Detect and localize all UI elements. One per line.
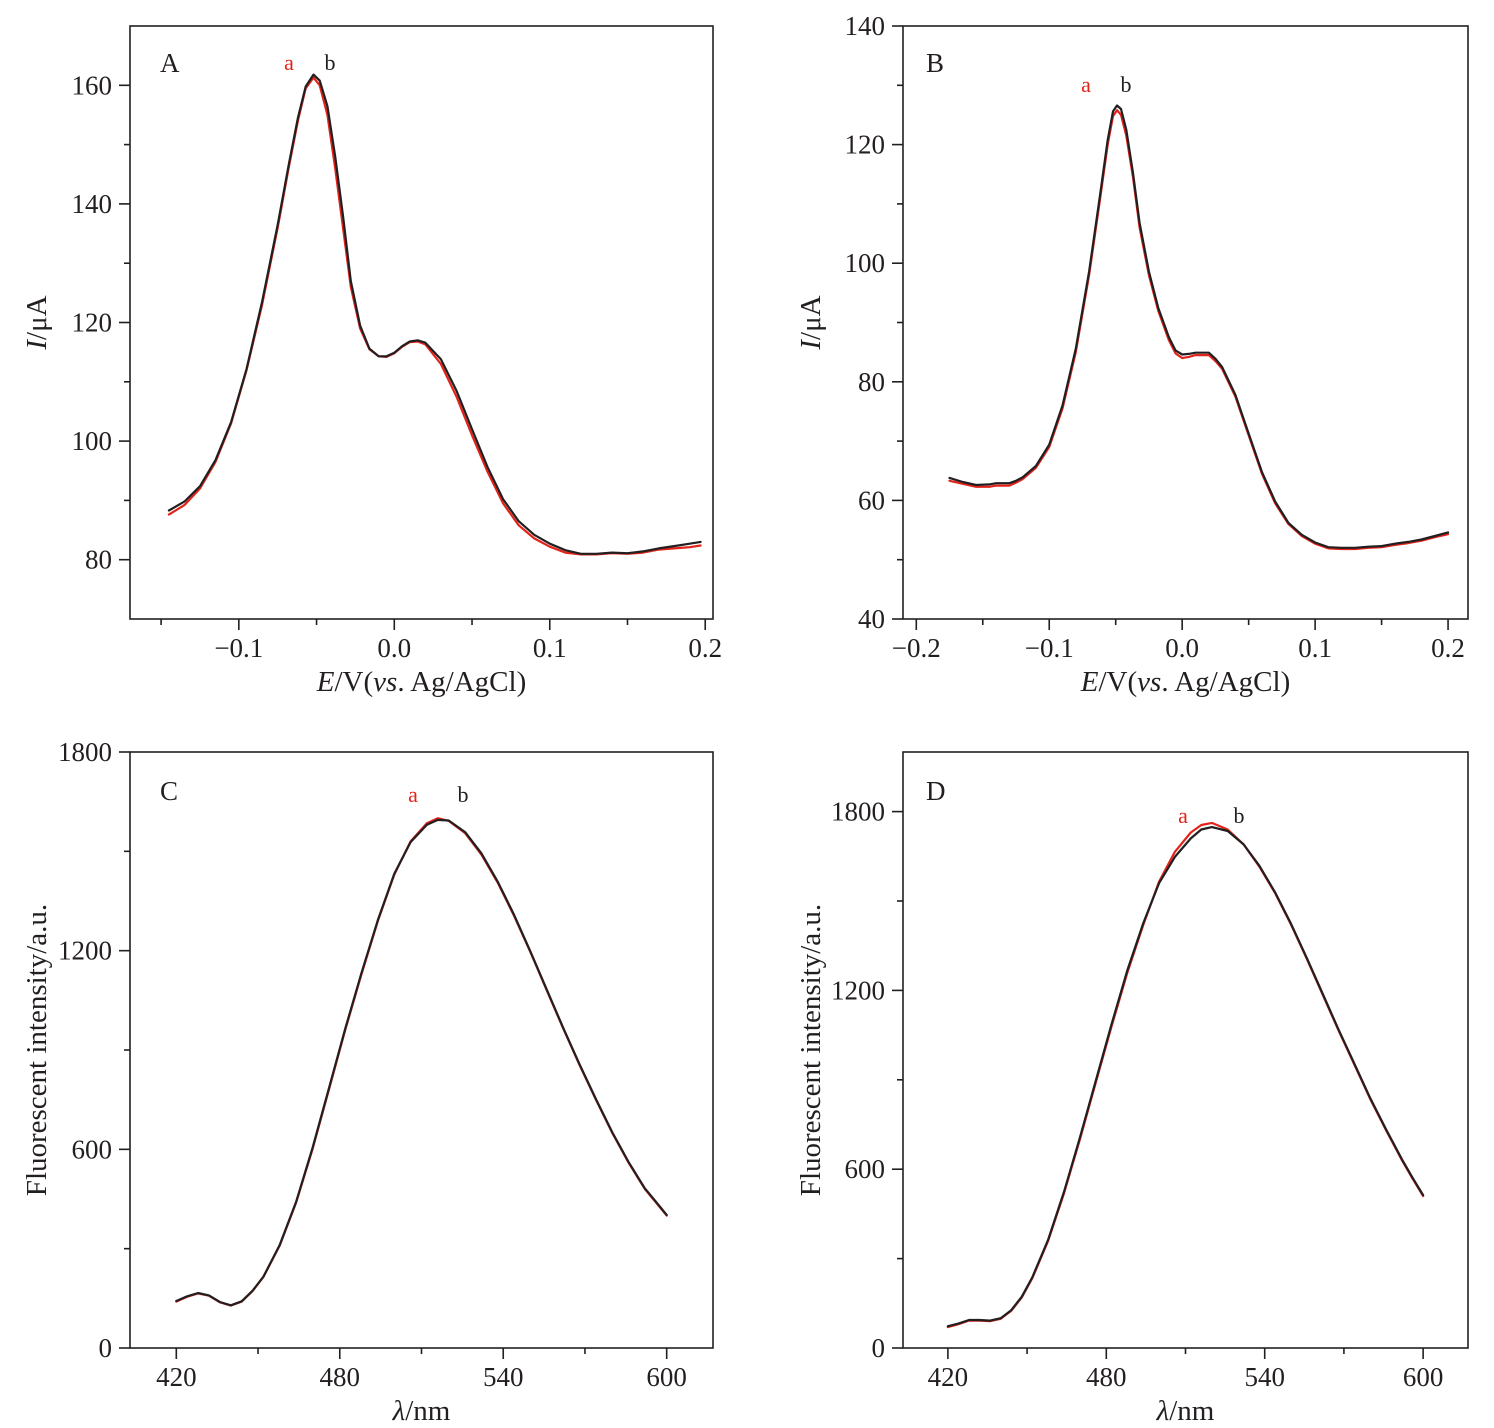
x-tick-label: 540	[1244, 1362, 1285, 1392]
x-tick-label: 420	[156, 1362, 197, 1392]
y-tick-label: 0	[99, 1333, 113, 1363]
x-tick-label: −0.1	[1025, 633, 1074, 663]
panel-letter: B	[926, 48, 944, 78]
panel-b: −0.2 −0.1 0.0 0.1 0.2 40 60 80 100 120 140 E/V(vs. …	[795, 11, 1469, 698]
y-tick-label: 1200	[58, 936, 112, 966]
panel-letter: D	[926, 776, 946, 806]
series-a-line	[948, 109, 1450, 551]
panel-a: −0.1 0.0 0.1 0.2 80 100 120 140 160 E/V(vs. Ag/Ag…	[21, 25, 722, 698]
series-b-line	[946, 826, 1425, 1328]
x-tick-label: 540	[483, 1362, 524, 1392]
series-b-label: b	[458, 782, 469, 807]
panel-d: 420 480 540 600 0 600 1200 1800 λ/nm Fluorescent …	[795, 751, 1469, 1427]
panel-c: 420 480 540 600 0 600 1200 1800 λ/nm Fluorescent …	[21, 737, 714, 1427]
y-axis-title: I/μA	[21, 295, 53, 350]
series-b-label: b	[1121, 72, 1132, 97]
y-tick-label: 40	[858, 604, 885, 634]
series-a-label: a	[284, 50, 294, 75]
y-axis-title: Fluorescent intensity/a.u.	[21, 904, 53, 1196]
panel-letter: C	[160, 776, 178, 806]
x-tick-label: 0.0	[377, 633, 411, 663]
series-b-label: b	[325, 50, 336, 75]
x-tick-label: 0.0	[1165, 633, 1199, 663]
x-axis-title: λ/nm	[1156, 1395, 1215, 1427]
x-tick-label: −0.2	[892, 633, 941, 663]
series-a-label: a	[1081, 72, 1091, 97]
y-tick-label: 1200	[831, 975, 885, 1005]
series-a-line	[175, 817, 668, 1307]
series-b-line	[167, 73, 702, 555]
x-tick-label: 0.2	[688, 633, 722, 663]
y-tick-label: 100	[72, 426, 113, 456]
x-axis-title: E/V(vs. Ag/AgCl)	[316, 666, 526, 698]
x-tick-label: 0.1	[1298, 633, 1332, 663]
plot-frame	[129, 25, 714, 620]
y-axis-title: I/μA	[795, 295, 827, 350]
x-tick-label: 600	[1403, 1362, 1444, 1392]
y-tick-label: 160	[72, 70, 113, 100]
plot-frame	[902, 751, 1469, 1349]
y-tick-label: 0	[872, 1333, 886, 1363]
series-a-line	[946, 821, 1425, 1329]
x-tick-label: 480	[1086, 1362, 1127, 1392]
series-b-line	[948, 104, 1450, 549]
series-b-label: b	[1234, 803, 1245, 828]
series-a-line	[167, 76, 702, 556]
x-axis-title: λ/nm	[392, 1395, 451, 1427]
series-a-label: a	[1178, 803, 1188, 828]
plot-frame	[129, 751, 714, 1349]
panel-letter: A	[160, 48, 180, 78]
y-tick-label: 120	[845, 130, 886, 160]
x-tick-label: 420	[928, 1362, 969, 1392]
x-tick-label: −0.1	[214, 633, 263, 663]
y-tick-label: 60	[858, 485, 885, 515]
y-tick-label: 140	[72, 189, 113, 219]
x-tick-label: 0.2	[1431, 633, 1465, 663]
y-tick-label: 1800	[831, 797, 885, 827]
y-tick-label: 80	[85, 545, 112, 575]
y-tick-label: 120	[72, 308, 113, 338]
series-b-line	[175, 818, 668, 1307]
x-tick-label: 600	[646, 1362, 687, 1392]
y-tick-label: 100	[845, 248, 886, 278]
x-tick-label: 0.1	[533, 633, 567, 663]
y-tick-label: 1800	[58, 737, 112, 767]
y-tick-label: 600	[845, 1154, 886, 1184]
series-a-label: a	[408, 782, 418, 807]
y-axis-title: Fluorescent intensity/a.u.	[795, 904, 827, 1196]
y-tick-label: 80	[858, 367, 885, 397]
plot-frame	[902, 25, 1469, 620]
y-tick-label: 140	[845, 11, 886, 41]
y-tick-label: 600	[72, 1134, 113, 1164]
x-tick-label: 480	[320, 1362, 361, 1392]
x-axis-title: E/V(vs. Ag/AgCl)	[1080, 666, 1290, 698]
